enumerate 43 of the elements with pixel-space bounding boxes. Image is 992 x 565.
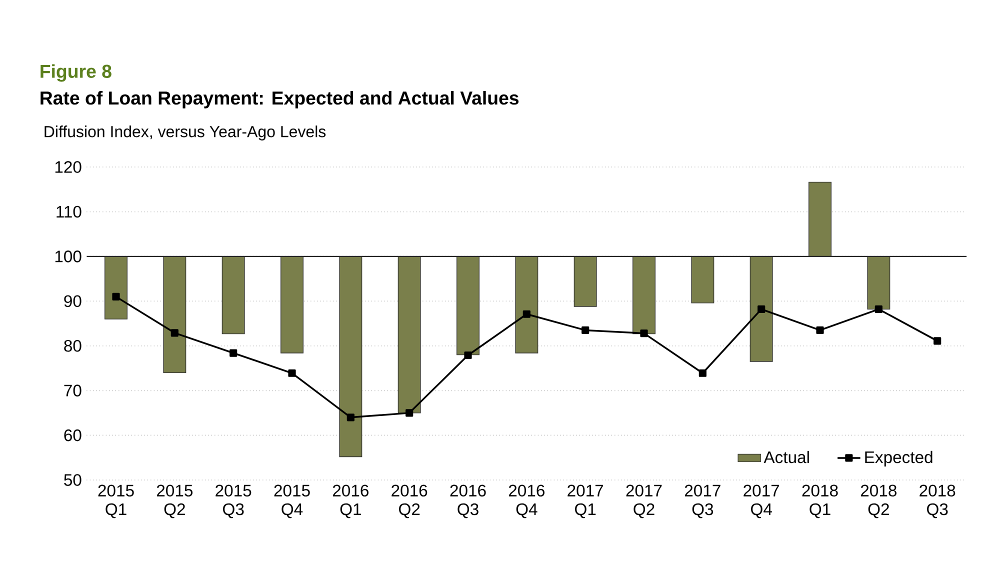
point (230, 349, 238, 357)
point (464, 351, 472, 360)
point (758, 305, 766, 314)
point (288, 369, 296, 377)
x-tick-label: 2016 Q1 (332, 484, 368, 518)
x-tick-label: 2017 Q1 (568, 484, 604, 518)
chart-title: Figure 8 (40, 64, 112, 82)
x-tick-label: 2015 Q3 (216, 484, 252, 518)
x-tick-label: 2018 Q2 (860, 484, 896, 518)
point (816, 326, 824, 334)
point (874, 305, 882, 314)
point (934, 337, 942, 345)
x-tick-label: 2017 Q3 (684, 484, 720, 518)
y-tick-label: 70 (64, 384, 82, 396)
x-tick-label: 2015 Q1 (98, 484, 134, 518)
point (406, 409, 414, 417)
y-axis-title: Diffusion Index, versus Year-Ago Levels (44, 126, 326, 140)
point (522, 310, 530, 318)
point (112, 292, 120, 300)
point (640, 330, 648, 338)
point (346, 414, 354, 422)
x-tick-label: 2018 Q3 (920, 484, 956, 518)
point (698, 369, 706, 377)
y-tick-label: 80 (64, 340, 82, 352)
x-tick-label: 2018 Q1 (802, 484, 838, 518)
x-tick-label: 2016 Q4 (508, 484, 544, 518)
x-tick-label: 2015 Q4 (274, 484, 310, 518)
x-tick-label: 2016 Q2 (392, 484, 428, 518)
x-tick-label: 2017 Q2 (626, 484, 662, 518)
legend-label: Actual (764, 450, 809, 464)
x-tick-label: 2016 Q3 (450, 484, 486, 518)
chart-subtitle: Rate of Loan Repayment: Expected and Actual Values (40, 90, 519, 108)
y-tick-label: 60 (64, 429, 82, 442)
y-tick-label: 100 (55, 250, 82, 262)
x-tick-label: 2015 Q2 (156, 484, 193, 518)
legend-label: Expected (865, 450, 932, 466)
point (170, 329, 178, 337)
x-tick-label: 2017 Q4 (744, 484, 780, 518)
y-tick-label: 50 (64, 474, 82, 486)
point (582, 326, 590, 334)
y-tick-label: 90 (64, 295, 82, 308)
y-tick-label: 110 (56, 206, 82, 218)
y-tick-label: 120 (55, 161, 82, 173)
